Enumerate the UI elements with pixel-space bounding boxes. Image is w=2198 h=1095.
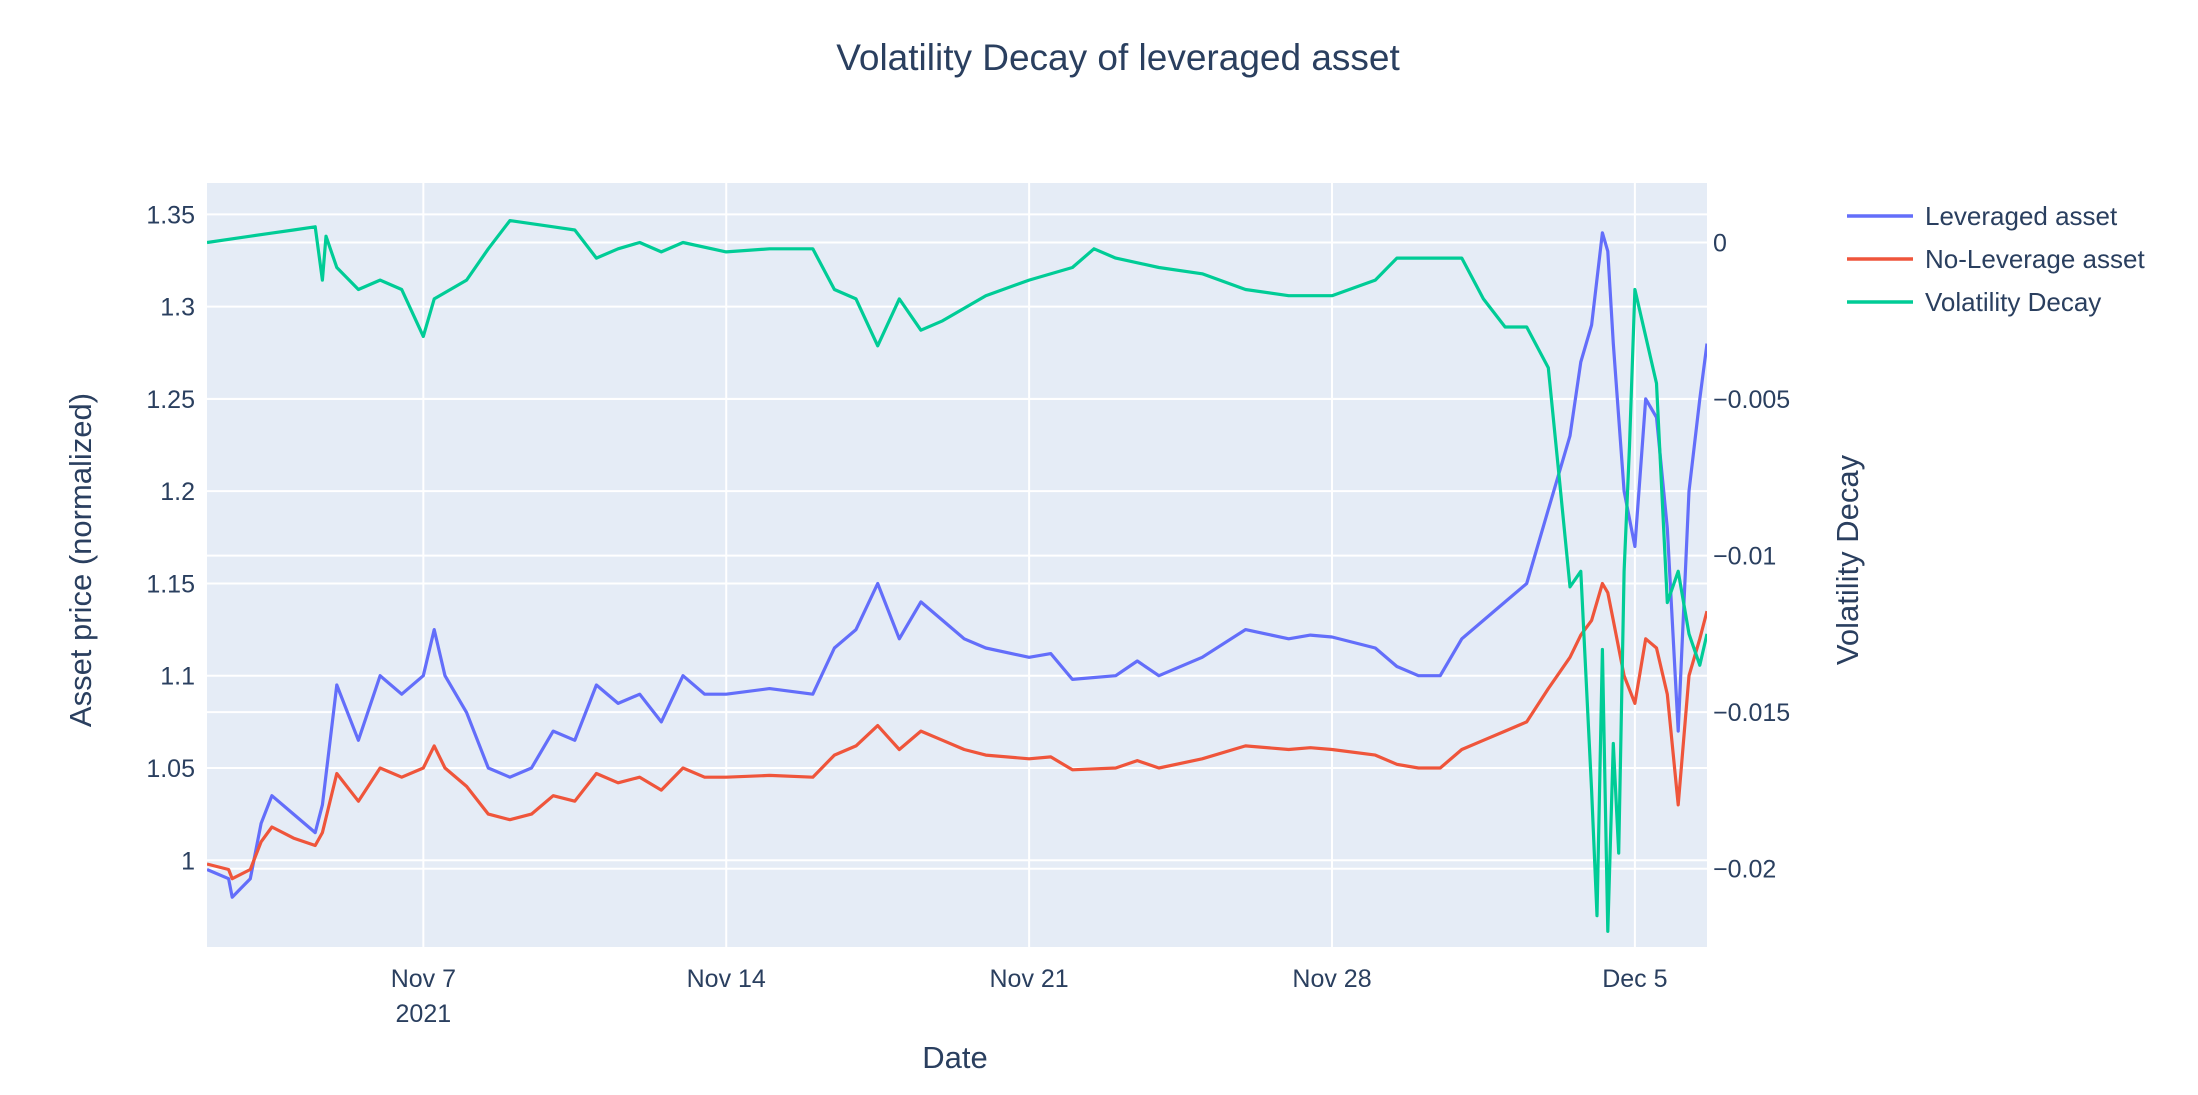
- axes: 1 1.05 1.1 1.15 1.2 1.25 1.3 1.35 0 −0.005 −0.01 −0…: [146, 201, 1790, 1028]
- y-tick-label: 1.15: [146, 570, 195, 598]
- y2-tick-label: 0: [1713, 229, 1727, 257]
- y2-tick-label: −0.005: [1713, 386, 1790, 414]
- legend: Leveraged asset No-Leverage asset Volatili…: [1847, 201, 2145, 317]
- x-tick-sublabel: 2021: [396, 1000, 452, 1028]
- x-tick-label: Dec 5: [1602, 965, 1667, 993]
- x-axis-title: Date: [922, 1040, 987, 1075]
- y-axis-title: Asset price (normalized): [63, 393, 98, 727]
- legend-label: No-Leverage asset: [1925, 244, 2145, 274]
- chart-title: Volatility Decay of leveraged asset: [836, 37, 1400, 78]
- series-lines: [207, 219, 1707, 933]
- x-tick-label: Nov 7: [391, 965, 456, 993]
- y-tick-label: 1: [181, 847, 195, 875]
- x-tick-label: Nov 21: [990, 965, 1069, 993]
- legend-label: Leveraged asset: [1925, 201, 2118, 231]
- series-line-volatility-decay: [207, 219, 1707, 933]
- y2-tick-label: −0.01: [1713, 543, 1776, 571]
- y2-axis-title: Volatility Decay: [1830, 454, 1865, 665]
- series-line-no-leverage-asset: [207, 581, 1707, 881]
- y-tick-label: 1.1: [160, 663, 195, 691]
- y-tick-label: 1.05: [146, 755, 195, 783]
- y-tick-label: 1.3: [160, 294, 195, 322]
- y2-tick-label: −0.015: [1713, 699, 1790, 727]
- series-line-leveraged-asset: [207, 231, 1707, 899]
- x-tick-label: Nov 14: [687, 965, 766, 993]
- y-tick-label: 1.2: [160, 478, 195, 506]
- plot-background: [207, 183, 1707, 947]
- y-tick-label: 1.25: [146, 386, 195, 414]
- grid-lines: [207, 183, 1707, 947]
- y2-tick-label: −0.02: [1713, 856, 1776, 884]
- x-tick-label: Nov 28: [1292, 965, 1371, 993]
- legend-label: Volatility Decay: [1925, 287, 2101, 317]
- y-tick-label: 1.35: [146, 201, 195, 229]
